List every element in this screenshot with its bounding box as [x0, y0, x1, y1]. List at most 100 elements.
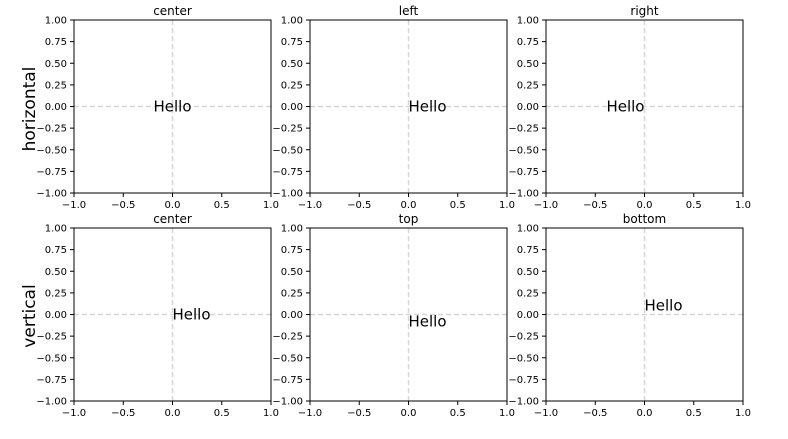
hello-annotation: Hello — [153, 98, 191, 116]
x-tick-label: 0.5 — [686, 200, 702, 211]
y-tick-label: 1.00 — [517, 224, 539, 235]
x-tick-label: 0.5 — [214, 200, 230, 211]
subplot-title: bottom — [623, 212, 666, 226]
hello-annotation: Hello — [173, 306, 211, 324]
x-tick-label: −0.5 — [347, 408, 371, 419]
y-tick-label: −0.50 — [36, 145, 67, 156]
subplot-title: right — [630, 4, 658, 18]
x-tick-label: 1.0 — [263, 408, 279, 419]
y-tick-label: 0.00 — [45, 102, 67, 113]
subplot-1: center −1.0 −0.5 0.0 0.5 1.0 1.00 0.75 0.50 0.25 0… — [36, 4, 279, 211]
y-tick-label: −0.75 — [36, 167, 67, 178]
y-tick-label: −0.25 — [36, 124, 67, 135]
y-tick-label: 0.25 — [517, 288, 539, 299]
x-tick-label: −0.5 — [111, 200, 135, 211]
y-tick-label: −0.50 — [36, 353, 67, 364]
y-tick-label: 0.50 — [517, 59, 539, 70]
x-tick-label: −1.0 — [298, 200, 322, 211]
y-tick-label: 0.00 — [281, 310, 303, 321]
y-tick-label: −1.00 — [272, 189, 303, 200]
y-tick-label: 0.75 — [517, 245, 539, 256]
y-tick-label: −0.50 — [508, 145, 539, 156]
x-tick-label: 0.0 — [165, 408, 181, 419]
x-tick-label: −1.0 — [534, 200, 558, 211]
subplot-4: center −1.0 −0.5 0.0 0.5 1.0 1.00 0.75 0.50 0.25 0… — [36, 212, 279, 419]
x-tick-label: 1.0 — [263, 200, 279, 211]
x-tick-label: −1.0 — [534, 408, 558, 419]
y-tick-label: −1.00 — [508, 397, 539, 408]
x-tick-label: −1.0 — [62, 200, 86, 211]
x-tick-label: 1.0 — [735, 200, 751, 211]
x-tick-label: 0.0 — [637, 408, 653, 419]
y-tick-label: −0.25 — [272, 332, 303, 343]
y-tick-label: −1.00 — [272, 397, 303, 408]
x-tick-label: 1.0 — [499, 408, 515, 419]
y-tick-label: −0.25 — [272, 124, 303, 135]
x-tick-label: 1.0 — [499, 200, 515, 211]
y-tick-label: 1.00 — [45, 16, 67, 27]
y-tick-label: −1.00 — [36, 189, 67, 200]
hello-annotation: Hello — [409, 98, 447, 116]
row-label-horizontal: horizontal — [20, 67, 40, 152]
y-tick-label: 0.50 — [45, 59, 67, 70]
y-tick-label: −0.25 — [36, 332, 67, 343]
x-tick-label: −1.0 — [298, 408, 322, 419]
y-tick-label: 0.25 — [45, 288, 67, 299]
subplot-title: center — [153, 212, 192, 226]
y-tick-label: −0.75 — [272, 375, 303, 386]
y-tick-label: 1.00 — [45, 224, 67, 235]
y-tick-label: 0.50 — [281, 267, 303, 278]
y-tick-label: −0.75 — [36, 375, 67, 386]
hello-annotation: Hello — [409, 313, 447, 331]
y-tick-label: 1.00 — [281, 16, 303, 27]
subplot-6: bottom −1.0 −0.5 0.0 0.5 1.0 1.00 0.75 0.50 0.25 0… — [508, 212, 751, 419]
y-tick-label: 1.00 — [281, 224, 303, 235]
x-tick-label: 0.5 — [214, 408, 230, 419]
y-tick-label: 0.75 — [517, 37, 539, 48]
x-tick-label: 0.5 — [450, 200, 466, 211]
y-tick-label: −0.25 — [508, 124, 539, 135]
x-tick-label: 1.0 — [735, 408, 751, 419]
x-tick-label: −0.5 — [347, 200, 371, 211]
y-tick-label: 0.00 — [281, 102, 303, 113]
y-tick-label: 0.75 — [45, 37, 67, 48]
y-tick-label: 0.00 — [45, 310, 67, 321]
y-tick-label: 0.75 — [45, 245, 67, 256]
subplot-2: left −1.0 −0.5 0.0 0.5 1.0 1.00 0.75 0.50 0.25 0.0… — [272, 4, 515, 211]
subplot-5: top −1.0 −0.5 0.0 0.5 1.0 1.00 0.75 0.50 0.25 0.00… — [272, 212, 515, 419]
y-tick-label: 0.50 — [281, 59, 303, 70]
x-tick-label: 0.5 — [686, 408, 702, 419]
subplot-grid: center −1.0 −0.5 0.0 0.5 1.0 1.00 0.75 0.50 0.25 0… — [36, 4, 751, 419]
y-tick-label: 0.25 — [281, 80, 303, 91]
x-tick-label: −0.5 — [583, 408, 607, 419]
x-tick-label: −0.5 — [111, 408, 135, 419]
y-tick-label: 0.75 — [281, 37, 303, 48]
y-tick-label: −0.75 — [508, 375, 539, 386]
subplot-title: top — [399, 212, 419, 226]
subplot-title: left — [399, 4, 419, 18]
y-tick-label: 0.75 — [281, 245, 303, 256]
y-tick-label: −0.75 — [272, 167, 303, 178]
y-tick-label: −0.50 — [508, 353, 539, 364]
x-tick-label: −0.5 — [583, 200, 607, 211]
y-tick-label: −0.50 — [272, 353, 303, 364]
y-tick-label: 0.25 — [45, 80, 67, 91]
subplot-3: right −1.0 −0.5 0.0 0.5 1.0 1.00 0.75 0.50 0.25 0.… — [508, 4, 751, 211]
y-tick-label: 0.25 — [281, 288, 303, 299]
hello-annotation: Hello — [606, 98, 644, 116]
x-tick-label: 0.5 — [450, 408, 466, 419]
subplot-title: center — [153, 4, 192, 18]
y-tick-label: −0.50 — [272, 145, 303, 156]
y-tick-label: −1.00 — [36, 397, 67, 408]
hello-annotation: Hello — [645, 297, 683, 315]
x-tick-label: 0.0 — [401, 200, 417, 211]
x-tick-label: 0.0 — [165, 200, 181, 211]
y-tick-label: 0.50 — [517, 267, 539, 278]
row-label-vertical: vertical — [20, 284, 40, 347]
x-tick-label: −1.0 — [62, 408, 86, 419]
y-tick-label: 0.25 — [517, 80, 539, 91]
y-tick-label: 0.50 — [45, 267, 67, 278]
y-tick-label: 1.00 — [517, 16, 539, 27]
y-tick-label: 0.00 — [517, 102, 539, 113]
